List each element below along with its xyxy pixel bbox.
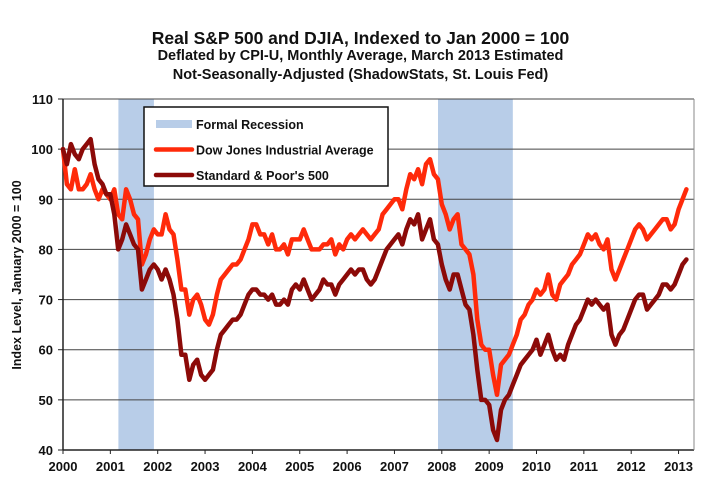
legend-swatch-recession [156, 120, 192, 128]
y-tick-label: 60 [39, 343, 53, 358]
y-tick-label: 90 [39, 192, 53, 207]
x-tick-label: 2009 [475, 459, 504, 474]
x-tick-label: 2011 [570, 459, 598, 474]
x-tick-label: 2013 [664, 459, 693, 474]
x-tick-label: 2000 [49, 459, 78, 474]
y-tick-label: 80 [39, 242, 53, 257]
x-tick-label: 2005 [285, 459, 314, 474]
x-tick-label: 2008 [427, 459, 456, 474]
chart-subtitle-line-1: Deflated by CPI-U, Monthly Average, Marc… [157, 48, 564, 64]
legend-label: Standard & Poor's 500 [196, 169, 329, 183]
legend: Formal Recession Dow Jones Industrial Ave… [143, 106, 389, 187]
chart-title: Real S&P 500 and DJIA, Indexed to Jan 20… [151, 28, 570, 48]
x-tick-label: 2002 [143, 459, 172, 474]
djia-line [60, 146, 689, 398]
y-tick-label: 70 [39, 293, 53, 308]
x-tick-label: 2007 [380, 459, 409, 474]
y-tick-label: 100 [31, 142, 53, 157]
x-tick-label: 2003 [191, 459, 220, 474]
chart-subtitle-line-2: Not-Seasonally-Adjusted (ShadowStats, St… [172, 67, 549, 83]
sp500-line [60, 136, 689, 443]
y-tick-label: 50 [39, 393, 53, 408]
series-lines [60, 136, 689, 443]
y-axis-label: Index Level, January 2000 = 100 [10, 180, 24, 369]
y-tick-label: 40 [39, 443, 53, 458]
legend-label: Formal Recession [196, 118, 304, 132]
legend-label: Dow Jones Industrial Average [196, 144, 374, 158]
recession-bands [118, 99, 513, 450]
x-tick-label: 2001 [96, 459, 125, 474]
y-tick-label: 110 [32, 92, 53, 107]
x-tick-label: 2004 [238, 459, 268, 474]
x-tick-label: 2012 [617, 459, 646, 474]
x-tick-label: 2010 [522, 459, 551, 474]
x-tick-label: 2006 [333, 459, 362, 474]
